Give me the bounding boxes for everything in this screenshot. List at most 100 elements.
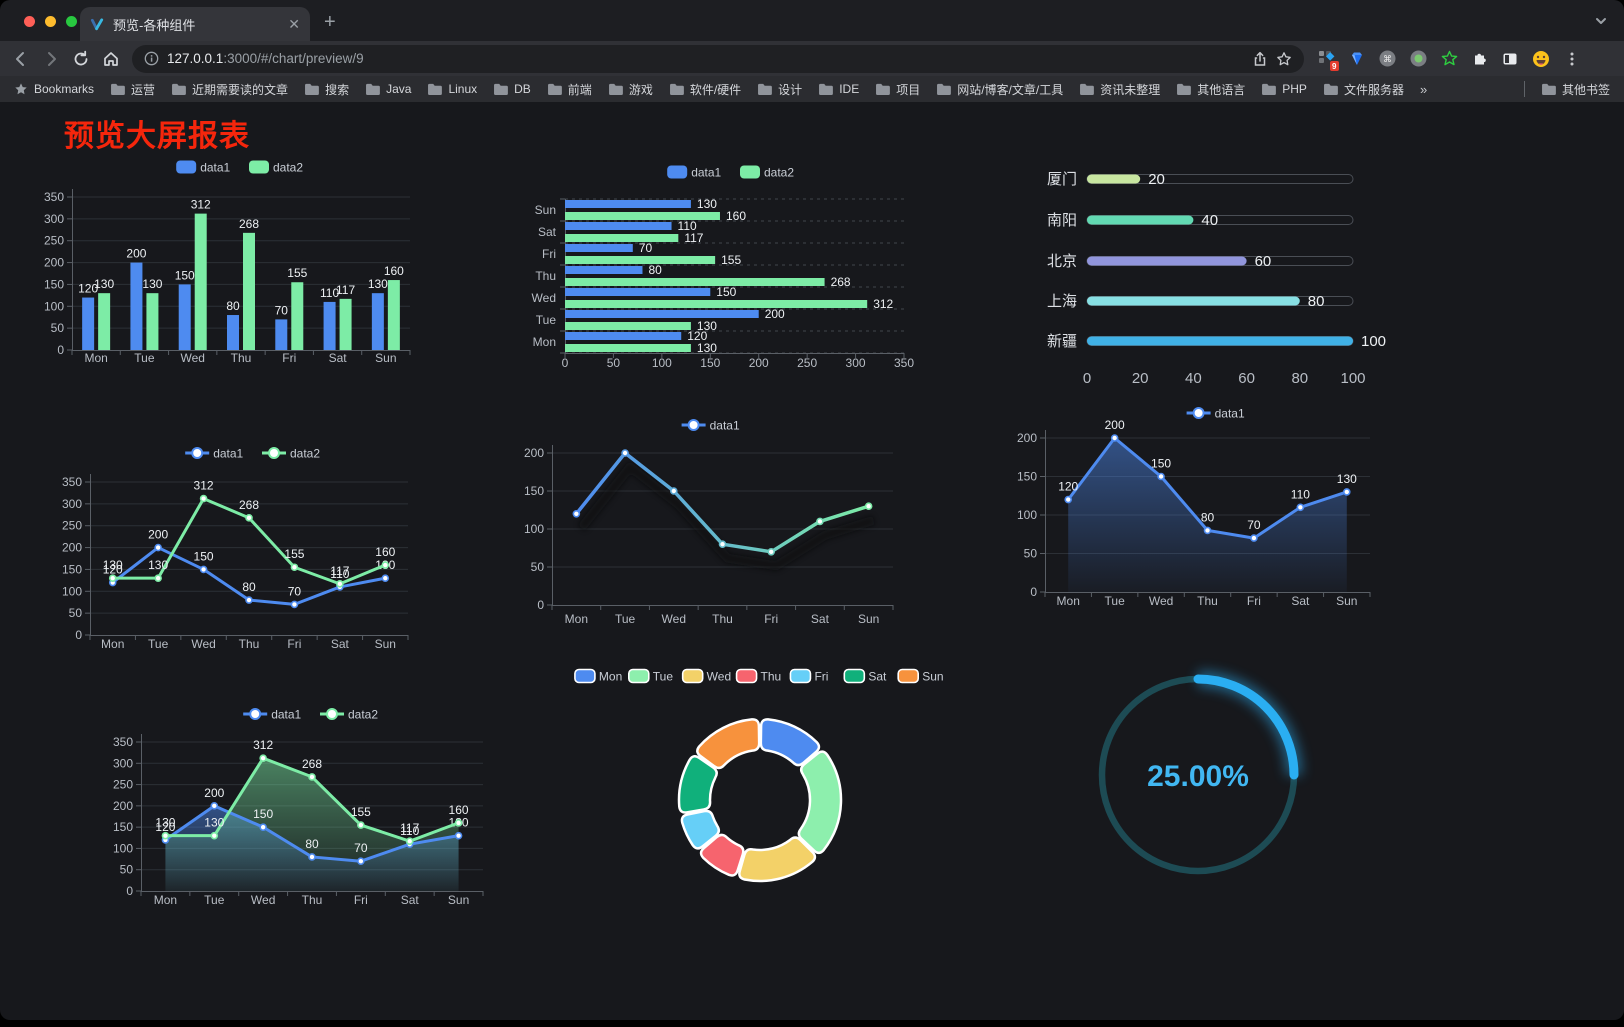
- folder-icon: [876, 83, 891, 95]
- svg-text:150: 150: [716, 285, 736, 299]
- bookmarks-overflow-chevron[interactable]: »: [1419, 81, 1428, 97]
- emoji-extension-icon[interactable]: [1532, 50, 1550, 68]
- home-button[interactable]: [96, 44, 126, 74]
- svg-text:250: 250: [113, 778, 133, 792]
- bookmarks-divider: [1523, 81, 1525, 97]
- folder-icon: [1323, 83, 1338, 95]
- bookmark-folder-item[interactable]: 其他语言: [1176, 81, 1245, 98]
- new-tab-button[interactable]: +: [324, 11, 336, 33]
- close-window-button[interactable]: [24, 16, 35, 27]
- back-button[interactable]: [6, 44, 36, 74]
- y-axis: 0 50 100 150 200 250 300 350: [44, 189, 410, 357]
- tab-close-icon[interactable]: ✕: [288, 16, 300, 32]
- tab-favicon-icon: [90, 17, 105, 32]
- svg-text:268: 268: [831, 275, 851, 289]
- svg-text:110: 110: [330, 567, 349, 581]
- minimize-window-button[interactable]: [45, 16, 56, 27]
- svg-text:60: 60: [1255, 253, 1272, 270]
- side-panel-icon[interactable]: [1502, 51, 1518, 67]
- bookmark-folder-item[interactable]: 运营: [110, 81, 155, 98]
- bookmark-folder-item[interactable]: IDE: [818, 82, 859, 96]
- bookmark-folder-item[interactable]: 前端: [547, 81, 592, 98]
- bookmark-folder-item[interactable]: 资讯未整理: [1079, 81, 1160, 98]
- svg-text:40: 40: [1185, 370, 1202, 387]
- bookmark-folder-item[interactable]: 设计: [757, 81, 802, 98]
- chart-legend[interactable]: data1 data2: [185, 447, 320, 461]
- svg-text:Mon: Mon: [565, 612, 588, 626]
- progress-rows: 厦门 20 南阳 40 北京 60 上海 80 新疆 100 0 20 40 60 80 100: [1047, 171, 1386, 387]
- svg-text:200: 200: [749, 356, 769, 370]
- y-axis: 0 50 100 150 200: [524, 445, 893, 612]
- bookmark-star-icon[interactable]: [1276, 51, 1292, 67]
- svg-text:130: 130: [204, 816, 224, 830]
- bookmark-folder-item[interactable]: DB: [493, 82, 531, 96]
- bookmark-folder-item[interactable]: 搜索: [304, 81, 349, 98]
- svg-text:data1: data1: [213, 447, 243, 461]
- folder-icon: [937, 83, 952, 95]
- line-series[interactable]: 120 200 150 80 70 110 130: [155, 786, 469, 865]
- svg-text:150: 150: [253, 807, 273, 821]
- svg-text:155: 155: [721, 253, 741, 267]
- site-info-icon[interactable]: [144, 51, 159, 66]
- bookmark-folder-item[interactable]: PHP: [1261, 82, 1307, 96]
- bookmark-folder-item[interactable]: Java: [365, 82, 411, 96]
- reload-button[interactable]: [66, 44, 96, 74]
- line-series[interactable]: 120 200 150 80 70 110 130: [1058, 418, 1357, 542]
- svg-text:300: 300: [62, 497, 82, 511]
- url-bar[interactable]: 127.0.0.1:3000/#/chart/preview/9: [132, 44, 1304, 73]
- gem-extension-icon[interactable]: [1349, 51, 1365, 67]
- tab-search-chevron-icon[interactable]: [1594, 14, 1608, 28]
- bookmark-folder-item[interactable]: Linux: [427, 82, 477, 96]
- svg-text:⌘: ⌘: [1383, 54, 1392, 64]
- chart-legend[interactable]: data1 data2: [243, 708, 378, 722]
- svg-text:80: 80: [226, 299, 240, 313]
- forward-button[interactable]: [36, 44, 66, 74]
- svg-text:150: 150: [62, 562, 82, 576]
- svg-text:Sun: Sun: [1336, 594, 1357, 608]
- svg-text:300: 300: [846, 356, 866, 370]
- chart-legend[interactable]: Mon Tue Wed Thu Fri Sat Sun: [574, 668, 944, 684]
- svg-text:Sun: Sun: [375, 351, 396, 365]
- line-series[interactable]: 130 130 312 268 155 117 160: [103, 479, 396, 588]
- bookmark-folder-item[interactable]: 项目: [875, 81, 920, 98]
- bookmark-folder-item[interactable]: 软件/硬件: [669, 81, 741, 98]
- bookmark-folder-item[interactable]: 游戏: [608, 81, 653, 98]
- svg-text:110: 110: [400, 824, 419, 838]
- svg-text:data2: data2: [764, 166, 794, 180]
- svg-text:130: 130: [697, 341, 717, 355]
- line-series[interactable]: [572, 449, 873, 556]
- svg-text:110: 110: [1291, 487, 1310, 501]
- line-series[interactable]: 120 200 150 80 70 110 130: [103, 528, 396, 609]
- browser-tab[interactable]: 预览-各种组件 ✕: [80, 7, 310, 41]
- bookmark-folder-item[interactable]: 近期需要读的文章: [171, 81, 288, 98]
- other-bookmarks-folder[interactable]: 其他书签: [1541, 81, 1610, 98]
- bookmarks-root[interactable]: Bookmarks: [14, 82, 94, 96]
- svg-text:268: 268: [239, 217, 259, 231]
- browser-menu-icon[interactable]: [1564, 51, 1580, 67]
- svg-text:data2: data2: [348, 708, 378, 722]
- dot-extension-icon[interactable]: [1410, 50, 1427, 67]
- bookmark-folder-item[interactable]: 网站/博客/文章/工具: [936, 81, 1063, 98]
- line-series[interactable]: 130 130 312 268 155 117 160: [155, 738, 469, 845]
- chart-legend[interactable]: data1 data2: [176, 160, 303, 175]
- green-star-extension-icon[interactable]: [1441, 50, 1458, 67]
- maximize-window-button[interactable]: [66, 16, 77, 27]
- chart-grouped-bar: data1 data2 0 50 100 150 200 250 300 350 Mon Tue Wed…: [40, 155, 430, 375]
- extensions-puzzle-icon[interactable]: [1472, 51, 1488, 67]
- bookmark-folder-item[interactable]: 文件服务器: [1323, 81, 1404, 98]
- svg-text:130: 130: [155, 816, 175, 830]
- donut-segments[interactable]: [677, 718, 843, 883]
- chart-legend[interactable]: data1: [681, 419, 740, 433]
- command-extension-icon[interactable]: ⌘: [1379, 50, 1396, 67]
- svg-text:70: 70: [275, 303, 289, 317]
- folder-icon: [494, 83, 509, 95]
- share-icon[interactable]: [1252, 51, 1268, 67]
- svg-text:20: 20: [1148, 171, 1165, 188]
- svg-text:Fri: Fri: [282, 351, 296, 365]
- grid-extension-icon[interactable]: 9: [1318, 50, 1339, 71]
- chart-legend[interactable]: data1 data2: [667, 165, 794, 180]
- chart-legend[interactable]: data1: [1186, 407, 1245, 421]
